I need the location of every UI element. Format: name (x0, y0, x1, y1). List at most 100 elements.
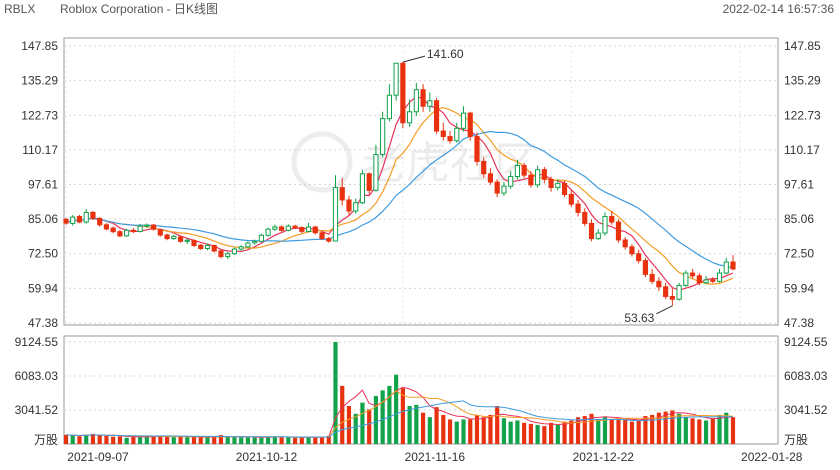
date-tick: 2021-10-12 (236, 450, 298, 464)
volume-bar (468, 419, 473, 444)
candle-body (427, 100, 433, 107)
candle-body (252, 240, 258, 244)
candle-body (353, 202, 359, 212)
volume-bar (474, 414, 480, 444)
candle-body (420, 89, 426, 107)
volume-bar (117, 436, 122, 444)
candle-body (481, 160, 487, 175)
volume-bar (454, 421, 459, 444)
candle-body (541, 169, 547, 180)
volume-tick-left: 3041.52 (15, 403, 59, 417)
candle-body (285, 225, 291, 231)
volume-bar (542, 426, 547, 444)
volume-bar (373, 395, 379, 444)
price-ma5-line (65, 95, 734, 291)
candle-body (373, 153, 379, 191)
volume-bar (340, 385, 345, 444)
volume-bar (387, 385, 392, 444)
volume-bar (528, 423, 533, 444)
volume-bar (77, 436, 82, 444)
high-price-annotation: 141.60 (427, 47, 464, 61)
volume-bar (326, 435, 331, 444)
volume-bar (555, 424, 560, 444)
candle-body (730, 261, 736, 270)
volume-bar (407, 405, 412, 444)
volume-bar (138, 437, 143, 444)
volume-bar (703, 420, 709, 444)
candle-body (548, 178, 554, 189)
volume-bar (515, 420, 520, 444)
candle-body (204, 244, 211, 250)
volume-bar (313, 436, 318, 444)
price-ma20-line (65, 130, 734, 269)
volume-ma20-line (65, 400, 734, 438)
candle-body (615, 221, 622, 241)
volume-tick-left: 6083.03 (15, 369, 59, 383)
candle-body (696, 275, 702, 284)
candle-body (447, 136, 453, 142)
candle-body (97, 217, 103, 226)
candle-body (299, 227, 305, 232)
candle-body (407, 111, 413, 124)
candle-body (642, 260, 649, 275)
volume-bar (400, 388, 405, 444)
volume-bar (697, 419, 702, 444)
price-tick-right: 72.50 (784, 247, 814, 261)
volume-bar (481, 417, 486, 444)
candle-body (312, 226, 318, 234)
volume-bar (663, 411, 668, 444)
candle-body (508, 176, 514, 187)
candle-body (117, 231, 123, 237)
candle-body (225, 253, 231, 258)
candle-body (501, 185, 507, 194)
volume-bar (252, 437, 257, 444)
candle-body (211, 244, 217, 252)
volume-bar (535, 424, 540, 444)
volume-bar (144, 436, 149, 444)
volume-bar (730, 417, 736, 444)
candle-body (305, 226, 312, 232)
price-tick-left: 85.06 (28, 212, 58, 226)
price-tick-left: 135.29 (21, 74, 58, 88)
candle-body (346, 199, 352, 212)
price-tick-right: 97.61 (784, 178, 814, 192)
price-tick-right: 85.06 (784, 212, 814, 226)
volume-tick-right: 3041.52 (784, 403, 828, 417)
date-tick: 2021-12-22 (573, 450, 635, 464)
candle-body (272, 226, 278, 230)
low-price-annotation: 53.63 (624, 311, 654, 325)
candle-body (150, 224, 157, 230)
volume-bar (562, 421, 567, 444)
candle-body (245, 242, 251, 248)
volume-bar (367, 409, 372, 444)
volume-bar (636, 420, 641, 444)
volume-bar (724, 412, 729, 444)
candle-body (386, 94, 392, 120)
volume-bar (488, 414, 493, 444)
candle-body (339, 187, 345, 201)
candle-body (258, 234, 264, 242)
price-tick-right: 47.38 (784, 316, 814, 330)
volume-bar (690, 418, 695, 444)
volume-tick-left: 9124.55 (15, 335, 59, 349)
candle-body (535, 169, 541, 186)
volume-bar (549, 422, 554, 444)
volume-tick-right: 6083.03 (784, 369, 828, 383)
candle-body (265, 228, 271, 236)
candle-body (413, 89, 419, 113)
candle-body (588, 222, 595, 240)
candle-body (555, 182, 561, 189)
volume-bar (683, 417, 688, 444)
price-tick-left: 47.38 (28, 316, 58, 330)
candle-body (400, 62, 406, 124)
candle-body (184, 239, 190, 242)
candle-body (177, 236, 184, 242)
candle-body (164, 234, 170, 240)
volume-bar (650, 414, 655, 444)
volume-bar (70, 435, 75, 444)
candle-body (130, 229, 136, 232)
price-tick-left: 147.85 (21, 39, 58, 53)
volume-bar (346, 405, 352, 444)
candle-body (656, 280, 662, 288)
